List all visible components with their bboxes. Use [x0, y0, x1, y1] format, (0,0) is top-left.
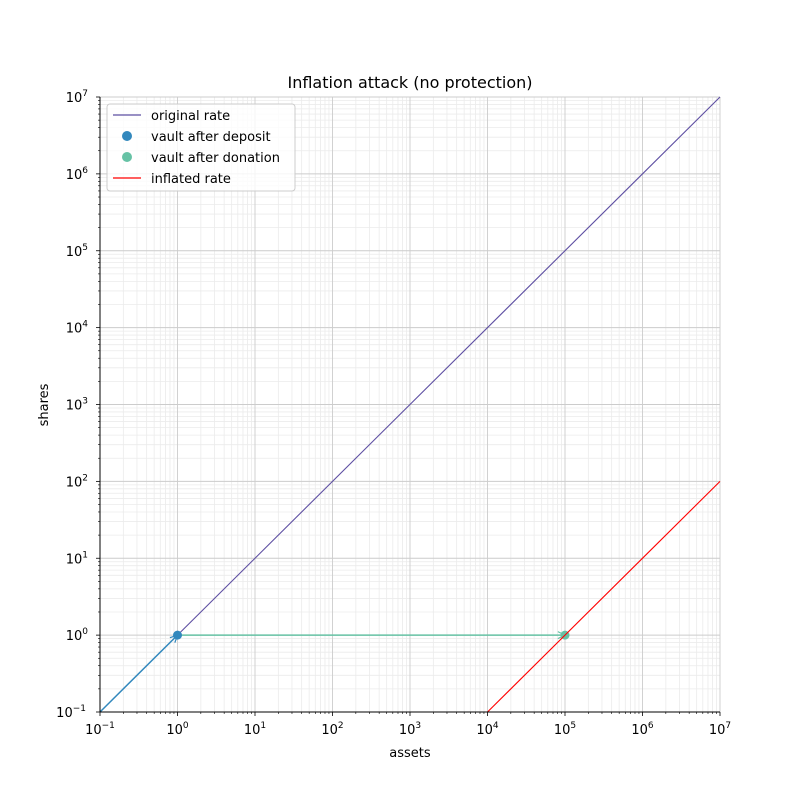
- x-tick-label: 103: [399, 721, 421, 738]
- legend-swatch-vault-after-deposit: [122, 131, 132, 141]
- legend-label-original-rate: original rate: [151, 109, 230, 124]
- chart-title: Inflation attack (no protection): [287, 73, 532, 92]
- x-axis-label: assets: [389, 746, 431, 761]
- legend-swatch-vault-after-donation: [122, 152, 132, 162]
- x-tick-label: 102: [321, 721, 343, 738]
- x-tick-label: 106: [631, 721, 654, 738]
- arrow-shaft: [99, 634, 179, 713]
- y-tick-label: 102: [66, 473, 88, 490]
- y-tick-label: 101: [66, 550, 88, 567]
- series-line-inflated-rate: [487, 480, 721, 713]
- x-tick-label: 104: [476, 721, 499, 738]
- legend-label-inflated-rate: inflated rate: [151, 172, 231, 187]
- legend-box: [106, 103, 296, 192]
- x-tick-label: 10−1: [85, 721, 115, 738]
- point-vault-after-deposit: [173, 630, 182, 640]
- legend-label-vault-after-donation: vault after donation: [151, 151, 280, 166]
- axes: 10−1 100 101 102 103 104 105 106 107 10−1 100 101 10…: [56, 89, 731, 738]
- legend: original rate vault after deposit vault af…: [106, 103, 296, 192]
- x-tick-label: 107: [709, 721, 731, 738]
- y-tick-label: 103: [66, 397, 88, 414]
- x-tick-label: 100: [166, 721, 189, 738]
- y-tick-label: 106: [66, 166, 89, 183]
- x-tick-label: 105: [554, 721, 576, 738]
- y-tick-label: 10−1: [56, 704, 86, 721]
- legend-label-vault-after-deposit: vault after deposit: [151, 130, 271, 145]
- marks: [99, 96, 721, 713]
- x-tick-label: 101: [244, 721, 266, 738]
- y-tick-label: 100: [66, 627, 89, 644]
- y-tick-label: 104: [66, 320, 89, 337]
- y-tick-label: 105: [66, 243, 88, 260]
- series-line-original-rate: [177, 96, 721, 636]
- y-axis-label: shares: [37, 383, 52, 426]
- y-tick-label: 107: [66, 89, 88, 106]
